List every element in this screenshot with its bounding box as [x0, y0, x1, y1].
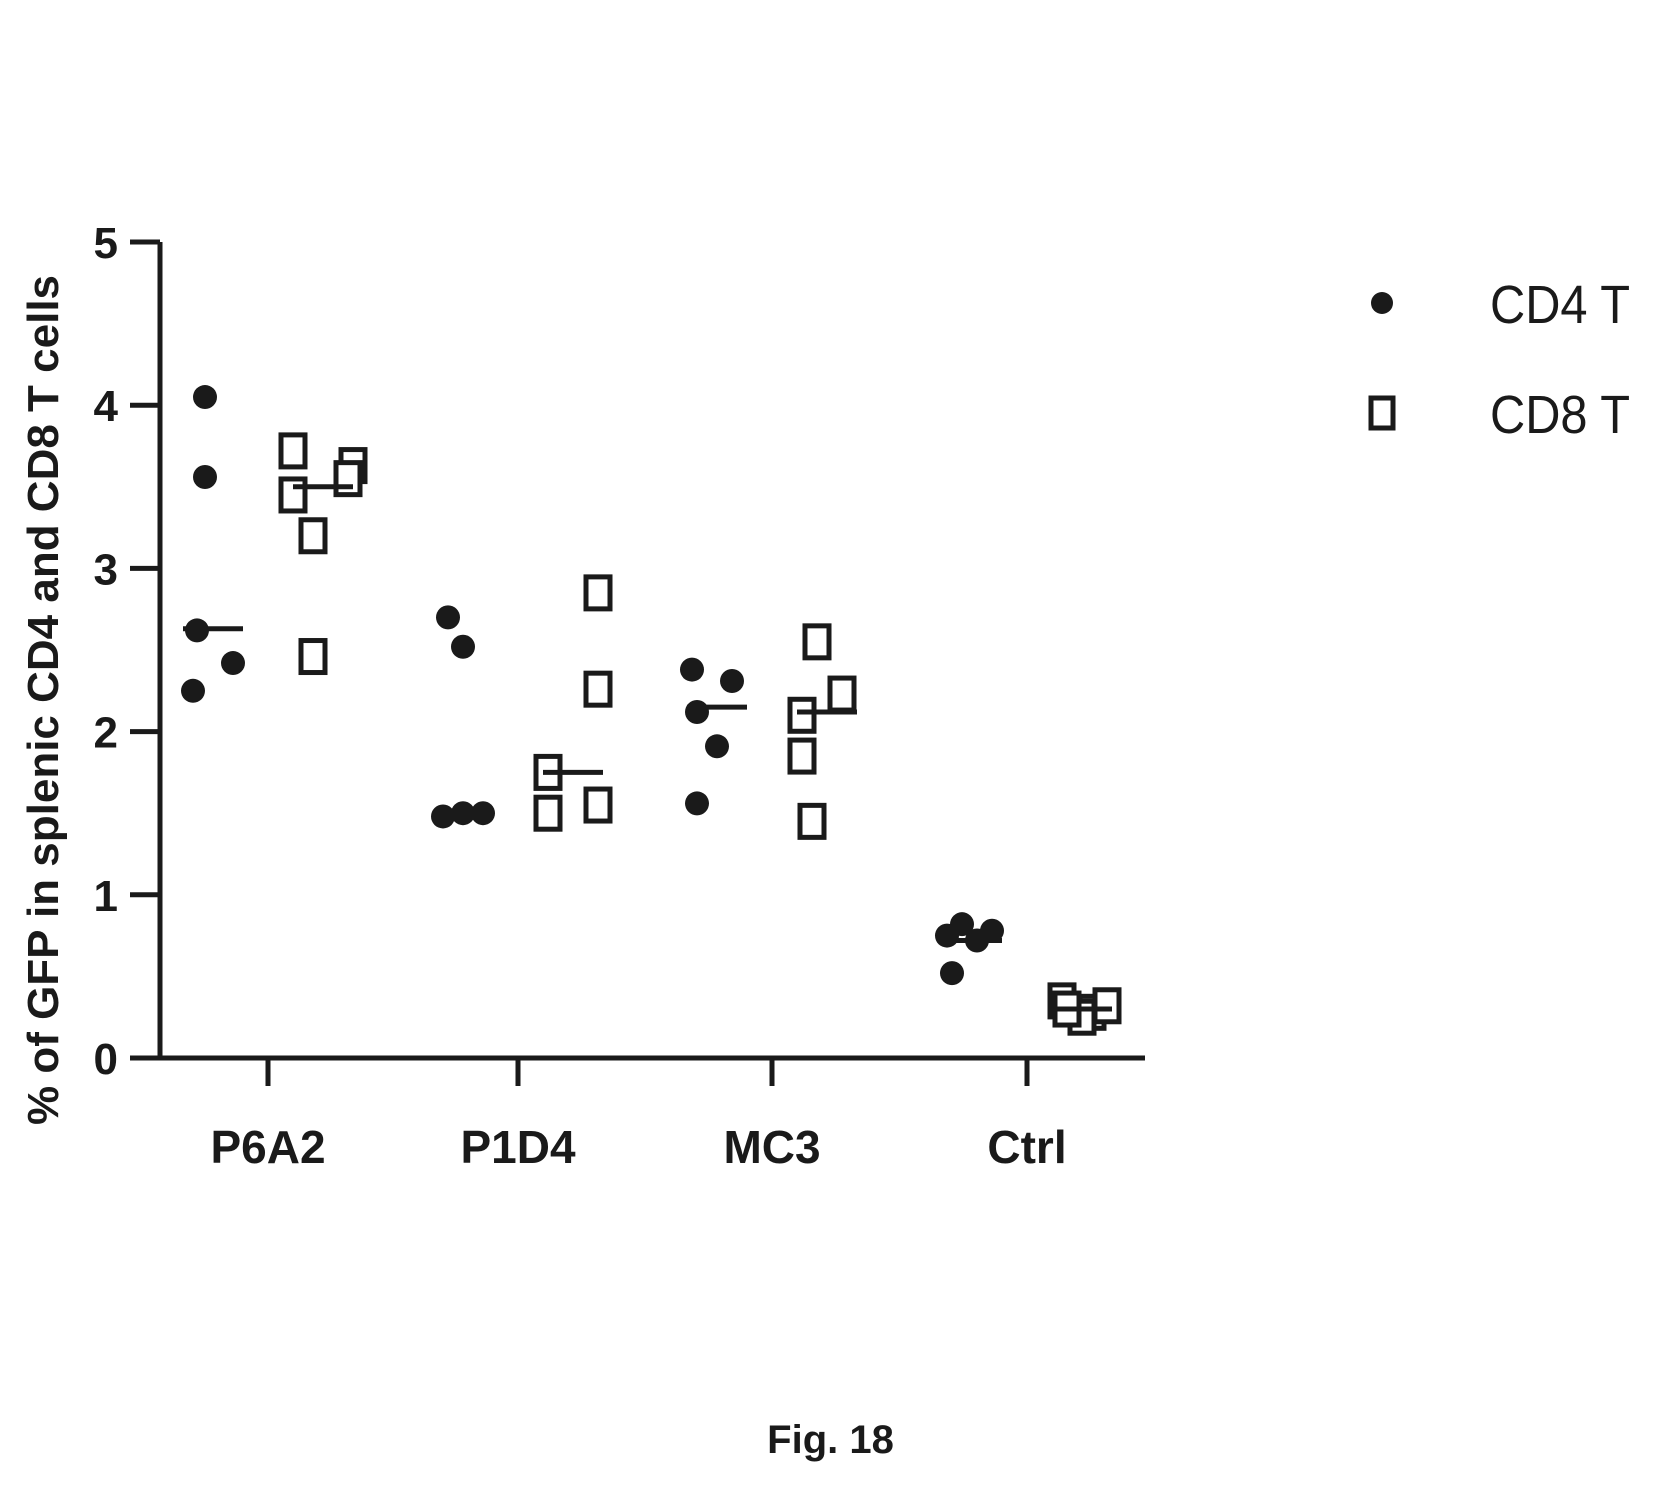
cd8-data-point	[583, 786, 613, 824]
cd8-data-point	[1092, 987, 1122, 1025]
y-tick-label: 1	[94, 872, 118, 921]
cd4-data-point	[680, 657, 704, 682]
cd8-data-point	[827, 675, 857, 713]
cd4-data-point	[940, 961, 964, 986]
cd4-data-point	[436, 605, 460, 630]
cd8-data-point	[298, 517, 328, 555]
cd4-data-point	[193, 465, 217, 490]
cd4-data-point	[451, 634, 475, 659]
y-axis-title: % of GFP in splenic CD4 and CD8 T cells	[19, 275, 68, 1125]
cd4-data-point	[431, 804, 455, 829]
figure-caption: Fig. 18	[767, 1418, 894, 1462]
cd4-data-point	[980, 918, 1004, 943]
cd4-data-point	[705, 734, 729, 759]
cd4-data-point	[193, 385, 217, 410]
x-tick-label: MC3	[723, 1121, 820, 1173]
axes: 0 1 2 3 4 5 P6A2 P1D4 MC3 Ctrl	[94, 219, 1145, 1173]
cd8-data-point	[533, 794, 563, 832]
y-tick-label: 5	[94, 219, 118, 268]
cd8-data-point	[278, 476, 308, 514]
cd8-data-point	[787, 737, 817, 775]
y-tick-label: 4	[94, 382, 119, 431]
cd4-data-point	[181, 678, 205, 703]
cd4-data-point	[935, 923, 959, 948]
x-tick-label: P1D4	[460, 1121, 575, 1173]
y-tick-label: 2	[94, 709, 118, 758]
cd8-data-point	[787, 696, 817, 734]
cd8-data-point	[333, 460, 363, 498]
legend: CD4 T CD8 T	[1368, 275, 1630, 445]
x-tick-label: Ctrl	[987, 1121, 1066, 1173]
cd8-data-point	[583, 574, 613, 612]
y-axis-title-group: % of GFP in splenic CD4 and CD8 T cells	[19, 275, 68, 1125]
cd8-data-point	[278, 432, 308, 470]
cd4-data-point	[685, 791, 709, 816]
cd4-data-point	[221, 651, 245, 676]
data-marks	[181, 385, 1122, 1036]
cd4-data-point	[685, 700, 709, 725]
legend-cd8-marker	[1368, 395, 1396, 431]
y-tick-label: 3	[94, 545, 118, 594]
cd8-data-point	[802, 623, 832, 661]
legend-cd4-label: CD4 T	[1490, 275, 1630, 335]
legend-cd4-marker	[1371, 292, 1393, 314]
cd8-data-point	[797, 802, 827, 840]
legend-cd8-label: CD8 T	[1490, 385, 1630, 445]
cd4-data-point	[720, 669, 744, 694]
x-tick-label: P6A2	[210, 1121, 325, 1173]
cd8-data-point	[583, 670, 613, 708]
cd8-data-point	[298, 638, 328, 676]
y-tick-label: 0	[94, 1035, 118, 1084]
